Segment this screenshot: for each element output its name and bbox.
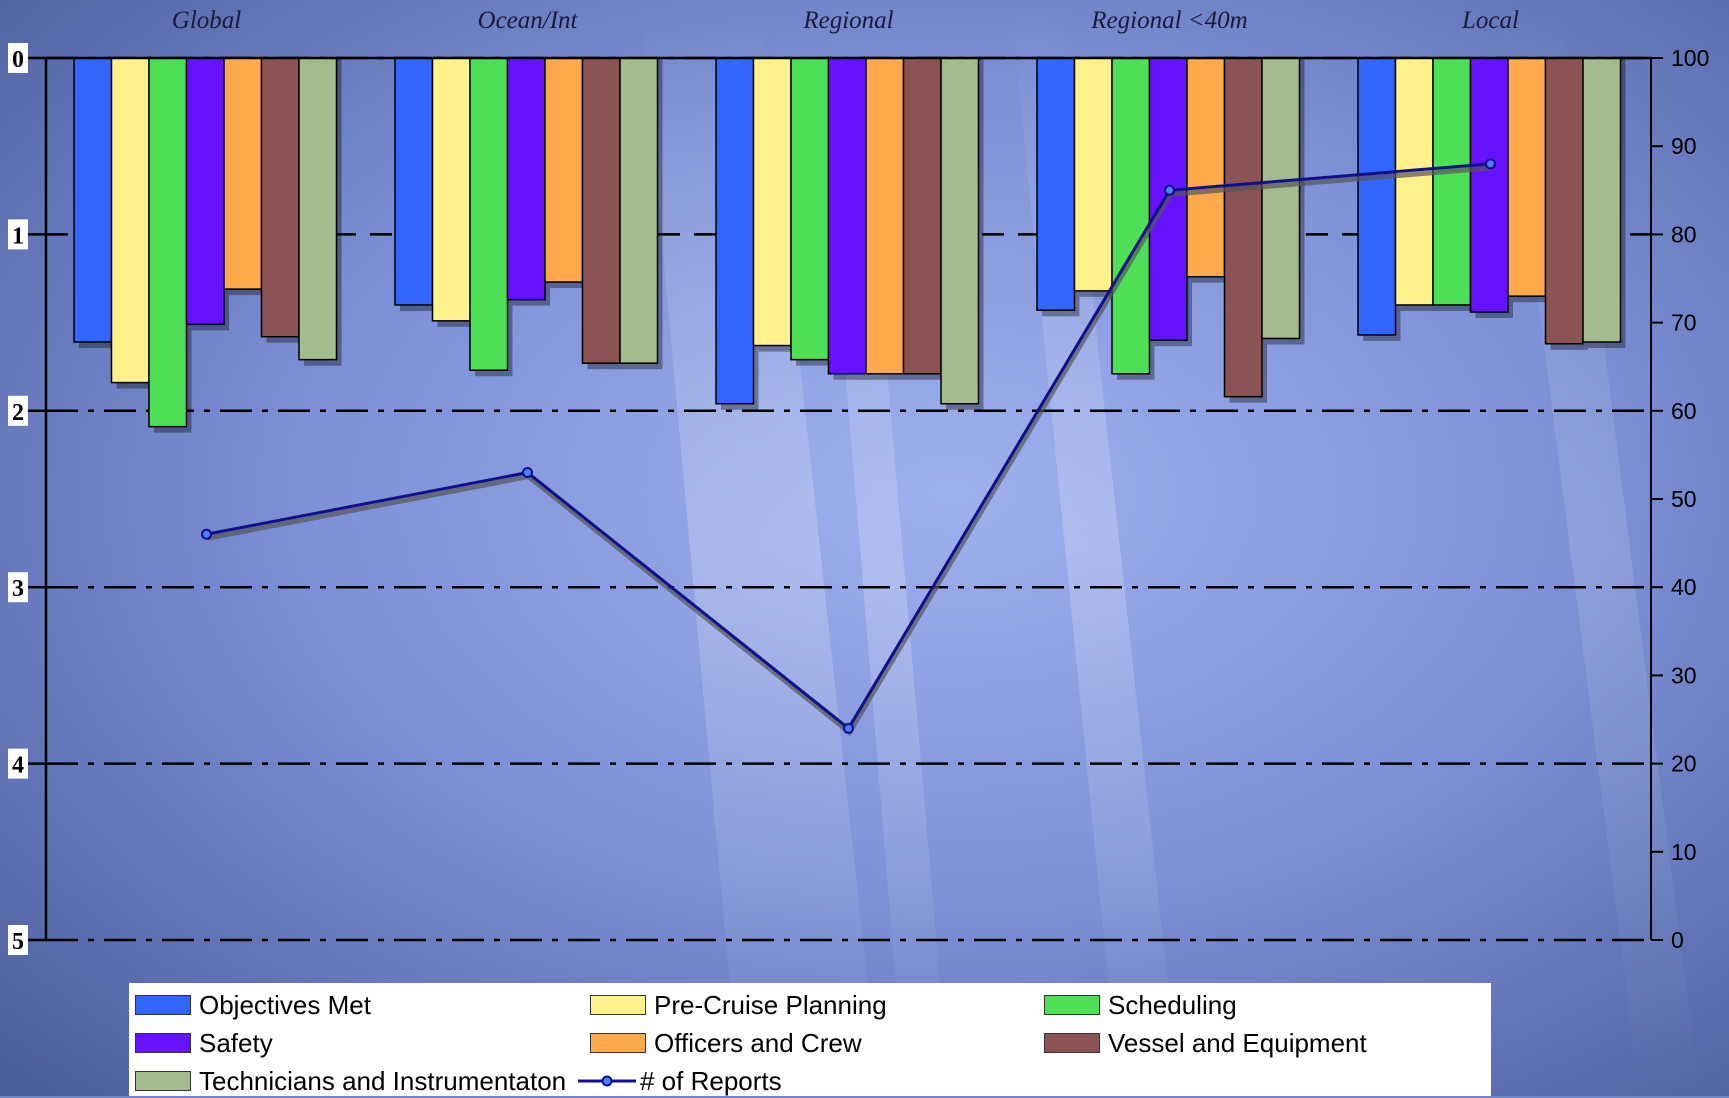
left-tick-label-bg xyxy=(8,395,28,426)
bar xyxy=(1261,57,1301,340)
left-tick-label-bg xyxy=(8,748,28,779)
bar xyxy=(619,57,659,364)
category-label: Local xyxy=(1461,7,1519,34)
bar xyxy=(1582,57,1622,343)
right-tick-label: 40 xyxy=(1671,574,1697,600)
legend-swatch xyxy=(1044,995,1100,1015)
right-tick-label: 50 xyxy=(1671,486,1697,512)
line-point xyxy=(1485,158,1496,170)
left-tick-label-bg xyxy=(8,219,28,250)
right-tick-label: 70 xyxy=(1671,310,1697,336)
bar xyxy=(865,57,905,375)
bar xyxy=(260,57,300,338)
bar xyxy=(1507,57,1547,297)
left-tick-label-bg xyxy=(8,925,28,955)
bars xyxy=(73,57,1626,433)
bar xyxy=(752,57,792,347)
legend-item: Objectives Met xyxy=(135,988,371,1022)
legend-item: Scheduling xyxy=(1044,988,1237,1022)
right-tick-label: 80 xyxy=(1671,221,1697,247)
legend-swatch xyxy=(135,1033,191,1053)
legend-swatch xyxy=(1044,1033,1100,1053)
left-tick-label: 0 xyxy=(12,47,24,73)
bar xyxy=(827,57,867,375)
bar xyxy=(223,57,263,290)
bar xyxy=(1544,57,1584,345)
left-tick-label-bg xyxy=(8,43,28,73)
category-labels: Global Ocean/Int Regional Regional <40m Loca… xyxy=(172,7,1519,34)
legend-label: Pre-Cruise Planning xyxy=(654,989,887,1020)
legend-label: Vessel and Equipment xyxy=(1108,1027,1367,1058)
right-axis-ticks: 0 10 20 30 40 50 60 70 80 90 100 xyxy=(1651,45,1709,953)
legend-swatch xyxy=(590,1033,646,1053)
legend-label: Scheduling xyxy=(1108,989,1237,1020)
bar xyxy=(1111,57,1151,375)
line-point xyxy=(843,722,854,734)
bar xyxy=(506,57,546,301)
line-point xyxy=(1164,184,1175,196)
bar xyxy=(1036,57,1076,312)
right-tick-label: 20 xyxy=(1671,751,1697,777)
bar xyxy=(1073,57,1113,292)
right-tick-label: 90 xyxy=(1671,133,1697,159)
bar xyxy=(148,57,188,428)
bar xyxy=(298,57,338,361)
bar xyxy=(469,57,509,371)
legend-swatch xyxy=(135,995,191,1015)
left-tick-label: 2 xyxy=(12,400,24,426)
right-tick-label: 30 xyxy=(1671,662,1697,688)
legend-line-swatch xyxy=(578,1075,636,1087)
bar xyxy=(73,57,113,343)
right-tick-label: 60 xyxy=(1671,398,1697,424)
bar xyxy=(1432,57,1472,306)
bar xyxy=(431,57,471,322)
category-label: Regional xyxy=(802,7,893,34)
bar xyxy=(715,57,755,405)
legend: Objectives Met Pre-Cruise Planning Schedul… xyxy=(129,983,1491,1096)
left-axis-ticks: 0 1 2 3 4 5 xyxy=(8,43,46,955)
left-tick-label: 5 xyxy=(12,929,24,955)
legend-swatch xyxy=(135,1071,191,1091)
legend-item: Pre-Cruise Planning xyxy=(590,988,887,1022)
legend-item: Officers and Crew xyxy=(590,1026,862,1060)
bar xyxy=(1469,57,1509,313)
legend-item: Safety xyxy=(135,1026,273,1060)
bar xyxy=(940,57,980,405)
bar xyxy=(1186,57,1226,278)
bar xyxy=(1357,57,1397,336)
bar xyxy=(790,57,830,361)
bar xyxy=(902,57,942,375)
line-point xyxy=(522,467,533,479)
bar xyxy=(1394,57,1434,306)
bar xyxy=(1223,57,1263,398)
legend-label: Objectives Met xyxy=(199,989,371,1020)
legend-label: Safety xyxy=(199,1027,273,1058)
left-tick-label: 4 xyxy=(12,753,24,779)
bar xyxy=(185,57,225,326)
category-label: Ocean/Int xyxy=(478,7,579,34)
line-point xyxy=(201,528,212,540)
legend-label: Technicians and Instrumentaton xyxy=(199,1065,567,1096)
right-tick-label: 10 xyxy=(1671,839,1697,865)
left-tick-label: 3 xyxy=(12,576,24,602)
right-tick-label: 0 xyxy=(1671,927,1684,953)
legend-label: # of Reports xyxy=(640,1065,782,1096)
bar xyxy=(544,57,584,283)
left-tick-label: 1 xyxy=(12,223,24,249)
legend-item: Technicians and Instrumentaton xyxy=(135,1064,566,1098)
left-tick-label-bg xyxy=(8,572,28,603)
bar xyxy=(394,57,434,306)
category-label: Regional <40m xyxy=(1090,7,1247,34)
category-label: Global xyxy=(172,7,242,34)
legend-label: Officers and Crew xyxy=(654,1027,862,1058)
legend-item: Vessel and Equipment xyxy=(1044,1026,1367,1060)
bar xyxy=(581,57,621,364)
bar xyxy=(110,57,150,384)
right-tick-label: 100 xyxy=(1671,45,1709,71)
legend-item: # of Reports xyxy=(576,1064,782,1098)
reports-line xyxy=(201,158,1496,737)
legend-swatch xyxy=(590,995,646,1015)
